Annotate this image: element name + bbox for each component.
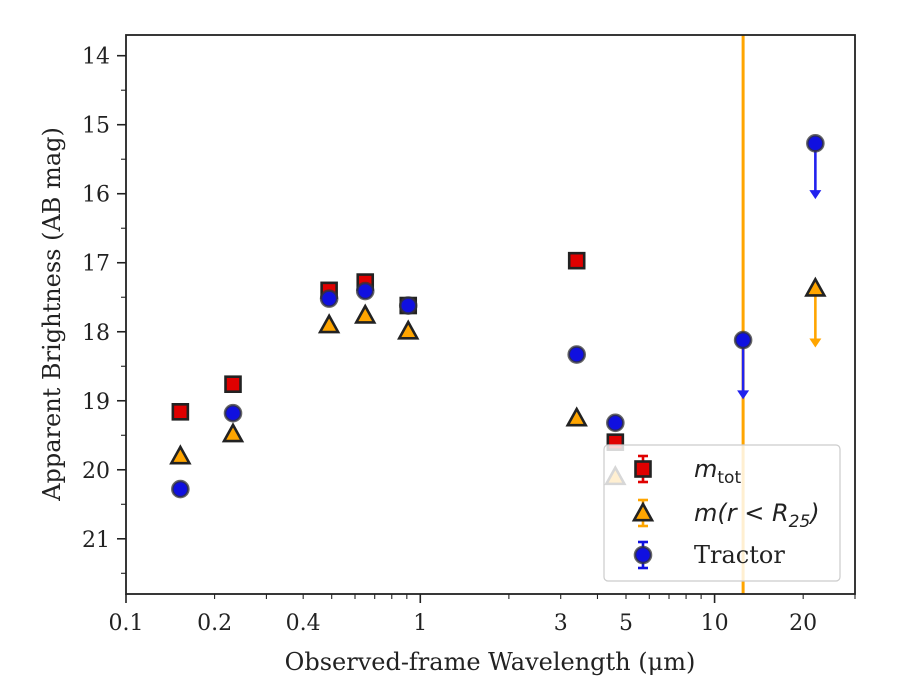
x-tick-label: 0.1 (109, 611, 144, 636)
y-axis-label: Apparent Brightness (AB mag) (38, 127, 66, 502)
mtot-point (224, 375, 242, 394)
data-points-layer (169, 134, 827, 499)
tractor-point (733, 330, 753, 350)
tractor-point (567, 345, 587, 364)
x-tick-label: 5 (619, 611, 633, 636)
y-tick-label: 18 (82, 321, 110, 346)
upper-limit-arrow-head (809, 190, 822, 200)
circle-marker-shape (319, 289, 339, 308)
upper-limit-arrow-head (809, 338, 822, 348)
tractor-point (355, 281, 375, 301)
y-tick-label: 21 (82, 528, 110, 553)
circle-marker-shape (806, 134, 825, 153)
m-r25-point (397, 319, 420, 340)
circle-marker-shape (223, 403, 243, 423)
m-r25-point (317, 313, 341, 334)
mtot-point (171, 403, 190, 421)
legend-marker (633, 545, 653, 565)
tractor-point (223, 403, 243, 423)
x-tick-label: 3 (554, 611, 568, 636)
circle-marker-shape (733, 330, 753, 350)
plot-frame (125, 34, 856, 595)
circle-marker-shape (606, 413, 625, 433)
circle-marker-shape (567, 345, 587, 364)
legend-label: Tractor (694, 541, 785, 569)
circle-marker-shape (633, 545, 653, 565)
tractor-point (319, 289, 339, 308)
m-r25-point (169, 444, 192, 465)
y-axis-ticks: 14 15 16 17 18 19 20 21 (82, 45, 126, 574)
legend-marker (634, 460, 652, 478)
legend: mtot m(r < R25) Tractor (603, 444, 841, 582)
tractor-point (398, 296, 418, 315)
m-r25-point (565, 406, 588, 427)
x-tick-label: 10 (701, 611, 729, 636)
y-tick-label: 16 (82, 183, 110, 208)
x-tick-label: 0.4 (286, 611, 321, 636)
tractor-point (171, 479, 190, 499)
circle-marker-shape (398, 296, 418, 315)
circle-marker-shape (355, 281, 375, 301)
tractor-point (806, 134, 825, 153)
mtot-point (567, 251, 586, 270)
circle-marker-shape (171, 479, 190, 499)
y-tick-label: 14 (82, 45, 110, 70)
x-axis-label: Observed-frame Wavelength (μm) (285, 648, 696, 676)
m-r25-point (354, 303, 377, 324)
m-r25-point (221, 422, 245, 443)
legend-box (603, 444, 841, 582)
upper-limit-arrow-head (737, 390, 750, 400)
y-tick-label: 19 (82, 390, 110, 415)
legend-marker (631, 501, 655, 522)
legend-label: mtot (694, 455, 741, 488)
x-axis-ticks: 0.1 0.2 0.4 1 3 5 10 20 (109, 594, 856, 636)
y-tick-label: 20 (82, 459, 110, 484)
m-r25-point (804, 276, 827, 297)
y-tick-label: 15 (82, 114, 110, 139)
x-tick-label: 0.2 (197, 611, 232, 636)
x-tick-label: 20 (789, 611, 817, 636)
legend-label: m(r < R25) (694, 499, 820, 532)
tractor-point (606, 413, 625, 433)
y-tick-label: 17 (82, 252, 110, 277)
x-tick-label: 1 (413, 611, 427, 636)
